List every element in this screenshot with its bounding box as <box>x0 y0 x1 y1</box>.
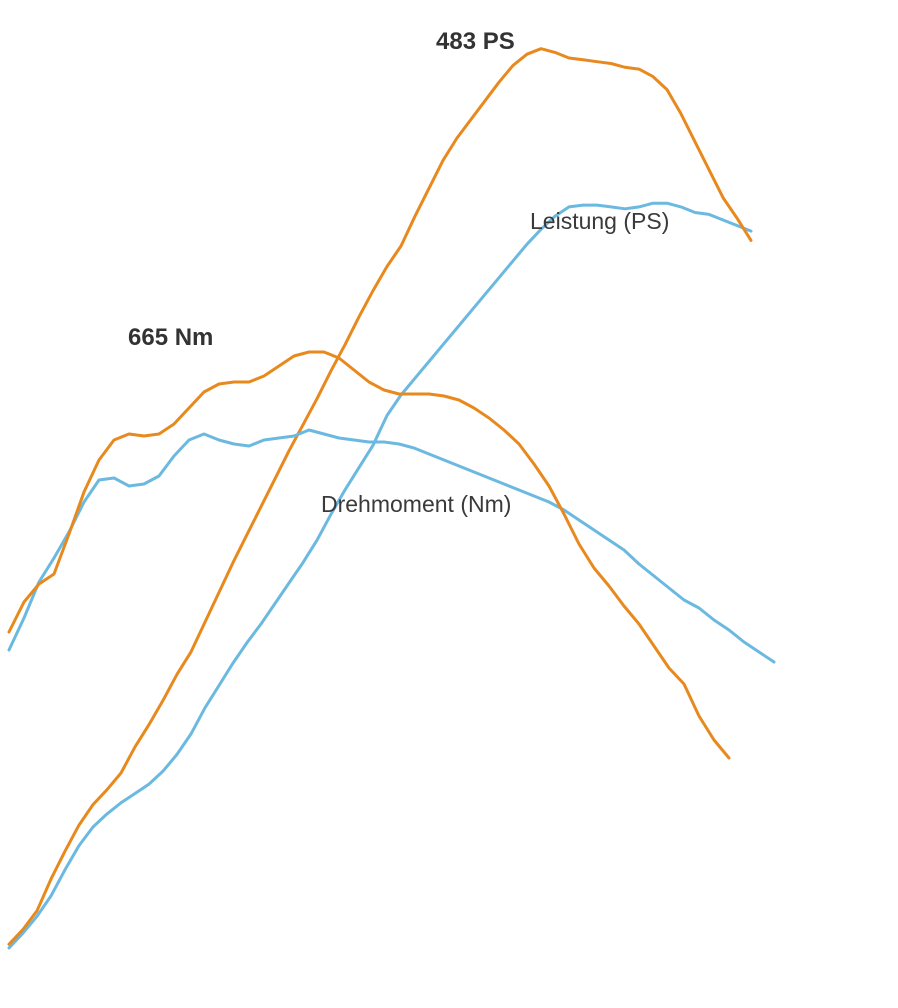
power-tuned-line <box>7 47 753 946</box>
torque-series-label: Drehmoment (Nm) <box>321 491 511 517</box>
torque-tuned-line <box>7 350 731 760</box>
curve-group <box>7 47 776 950</box>
peak-power-label: 483 PS <box>436 28 515 55</box>
torque-stock-line <box>7 428 776 664</box>
power-series-label: Leistung (PS) <box>530 208 669 234</box>
peak-torque-label: 665 Nm <box>128 324 213 351</box>
power-stock-line <box>7 201 753 950</box>
